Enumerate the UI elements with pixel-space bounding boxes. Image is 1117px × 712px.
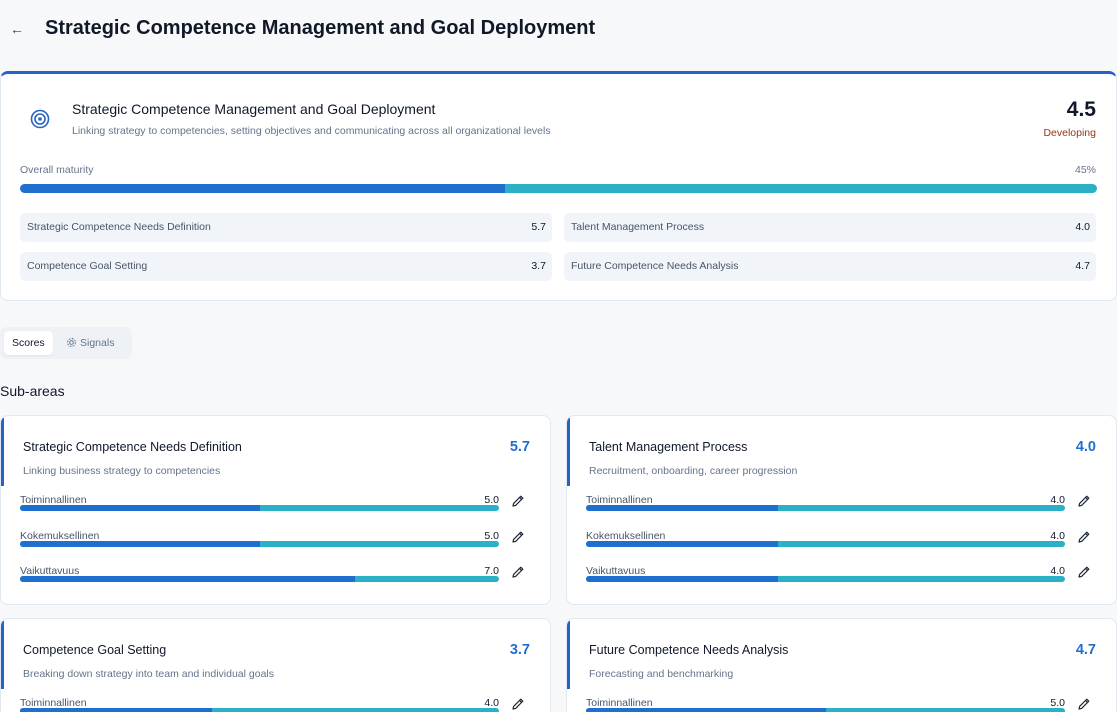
sub-area-card: Talent Management Process 4.0 Recruitment,… [566,415,1117,605]
dimension-label: Vaikuttavuus [586,565,646,577]
pencil-icon[interactable] [1076,564,1092,580]
chip-label: Future Competence Needs Analysis [571,260,739,272]
dimension-label: Toiminnallinen [586,697,653,709]
dimension-label: Vaikuttavuus [20,565,80,577]
dimension-progress-bar [20,576,499,582]
card-description: Forecasting and benchmarking [589,668,734,680]
dimension-value: 4.0 [1050,530,1065,542]
dimension-progress-fill [586,541,778,547]
card-accent-bar [1,418,4,486]
summary-title: Strategic Competence Management and Goal… [72,101,436,117]
dimension-value: 7.0 [484,565,499,577]
dimension-value: 5.0 [484,530,499,542]
card-accent-bar [567,621,570,689]
dimension-row: Vaikuttavuus 4.0 [586,565,1066,595]
dimension-progress-fill [20,708,212,712]
dimension-row: Toiminnallinen 4.0 [586,494,1066,524]
card-title: Talent Management Process [589,440,748,454]
pencil-icon[interactable] [510,529,526,545]
maturity-progress-fill [20,184,505,193]
card-description: Linking business strategy to competencie… [23,465,221,477]
dimension-value: 4.0 [1050,565,1065,577]
dimension-progress-fill [586,576,778,582]
pencil-icon[interactable] [1076,493,1092,509]
card-title: Future Competence Needs Analysis [589,643,789,657]
dimension-progress-bar [20,708,499,712]
gear-icon [67,338,76,347]
chip-label: Strategic Competence Needs Definition [27,221,211,233]
dimension-progress-fill [20,576,356,582]
view-tabs: Scores Signals [0,327,132,359]
dimension-progress-fill [586,505,778,511]
page-title: Strategic Competence Management and Goal… [45,17,596,39]
dimension-label: Kokemuksellinen [20,530,100,542]
dimension-progress-bar [586,708,1065,712]
dimension-progress-bar [586,541,1065,547]
card-score: 4.0 [1075,439,1096,455]
card-title: Competence Goal Setting [23,643,167,657]
pencil-icon[interactable] [1076,696,1092,712]
dimension-row: Vaikuttavuus 7.0 [20,565,500,595]
maturity-level: Developing [1043,127,1096,139]
maturity-progress-bar [20,184,1097,193]
dimension-row: Toiminnallinen 5.0 [20,494,500,524]
pencil-icon[interactable] [1076,529,1092,545]
tab-signals-label: Signals [80,337,115,349]
tab-scores[interactable]: Scores [4,331,53,355]
pencil-icon[interactable] [510,696,526,712]
card-description: Recruitment, onboarding, career progress… [589,465,798,477]
dimension-label: Toiminnallinen [586,494,653,506]
sub-area-card: Competence Goal Setting 3.7 Breaking down … [0,618,551,712]
dimension-progress-bar [20,541,499,547]
chip-label: Competence Goal Setting [27,260,148,272]
summary-description: Linking strategy to competencies, settin… [72,125,551,137]
sub-area-chip: Talent Management Process 4.0 [564,213,1096,242]
dimension-progress-bar [586,576,1065,582]
card-score: 5.7 [509,439,530,455]
sub-area-chip: Future Competence Needs Analysis 4.7 [564,252,1096,281]
dimension-progress-fill [586,708,826,712]
dimension-progress-fill [20,541,260,547]
top-bar: ← Strategic Competence Management and Go… [0,0,1117,62]
card-score: 4.7 [1075,642,1096,658]
dimension-value: 4.0 [1050,494,1065,506]
sub-area-chip: Competence Goal Setting 3.7 [20,252,552,281]
target-icon [30,109,50,129]
section-title: Sub-areas [0,383,65,399]
chip-value: 3.7 [531,260,546,272]
overall-score: 4.5 [1066,98,1096,121]
dimension-row: Kokemuksellinen 4.0 [586,530,1066,560]
maturity-percent: 45% [1074,164,1096,176]
sub-area-card: Future Competence Needs Analysis 4.7 Forec… [566,618,1117,712]
chip-label: Talent Management Process [571,221,705,233]
card-score: 3.7 [509,642,530,658]
dimension-value: 5.0 [1050,697,1065,709]
summary-card: Strategic Competence Management and Goal… [0,71,1117,301]
sub-area-chip: Strategic Competence Needs Definition 5.… [20,213,552,242]
card-accent-bar [567,418,570,486]
dimension-label: Toiminnallinen [20,494,87,506]
chip-value: 4.0 [1075,221,1090,233]
dimension-row: Toiminnallinen 4.0 [20,697,500,712]
pencil-icon[interactable] [510,564,526,580]
dimension-label: Toiminnallinen [20,697,87,709]
card-description: Breaking down strategy into team and ind… [23,668,274,680]
card-accent-bar [1,621,4,689]
sub-area-card: Strategic Competence Needs Definition 5.7… [0,415,551,605]
dimension-value: 5.0 [484,494,499,506]
dimension-label: Kokemuksellinen [586,530,666,542]
dimension-progress-bar [586,505,1065,511]
dimension-progress-bar [20,505,499,511]
dimension-progress-fill [20,505,260,511]
back-button[interactable]: ← [10,21,24,37]
tab-signals[interactable]: Signals [58,331,122,355]
pencil-icon[interactable] [510,493,526,509]
dimension-value: 4.0 [484,697,499,709]
dimension-row: Kokemuksellinen 5.0 [20,530,500,560]
maturity-label: Overall maturity [20,164,94,176]
dimension-row: Toiminnallinen 5.0 [586,697,1066,712]
chip-value: 5.7 [531,221,546,233]
chip-value: 4.7 [1075,260,1090,272]
card-title: Strategic Competence Needs Definition [23,440,242,454]
